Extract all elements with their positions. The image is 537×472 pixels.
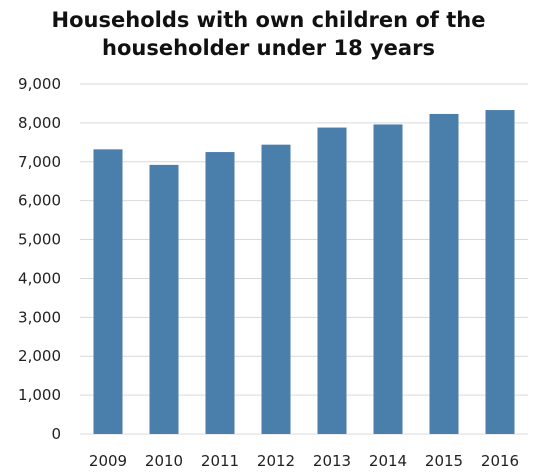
bars <box>93 110 515 435</box>
y-tick-label: 2,000 <box>18 347 61 365</box>
x-tick-label: 2012 <box>257 452 295 470</box>
gridlines <box>80 83 528 435</box>
chart-title-line-2: householder under 18 years <box>102 36 435 60</box>
bar-2014 <box>373 124 403 434</box>
chart-title: Households with own children of the hous… <box>0 6 537 62</box>
bar-2015 <box>429 113 459 434</box>
y-tick-label: 8,000 <box>18 114 61 132</box>
bar-2011 <box>205 152 235 435</box>
y-tick-label: 7,000 <box>18 153 61 171</box>
x-tick-label: 2011 <box>201 452 239 470</box>
y-axis-tick-labels: 0 1,000 2,000 3,000 4,000 5,000 6,000 7,000 8,00… <box>18 75 61 443</box>
bar-2016 <box>485 110 515 435</box>
chart-title-line-1: Households with own children of the <box>51 8 486 32</box>
y-tick-label: 5,000 <box>18 231 61 249</box>
x-axis-tick-labels: 2009 2010 2011 2012 2013 2014 2015 2016 <box>89 452 519 470</box>
x-tick-label: 2015 <box>425 452 463 470</box>
y-tick-label: 4,000 <box>18 269 61 287</box>
x-tick-label: 2010 <box>145 452 183 470</box>
y-tick-label: 1,000 <box>18 386 61 404</box>
x-tick-label: 2016 <box>481 452 519 470</box>
bar-2013 <box>317 127 347 435</box>
y-tick-label: 3,000 <box>18 308 61 326</box>
x-tick-label: 2013 <box>313 452 351 470</box>
x-tick-label: 2009 <box>89 452 127 470</box>
y-tick-label: 6,000 <box>18 192 61 210</box>
y-tick-label: 0 <box>51 425 61 443</box>
bar-2009 <box>93 149 123 435</box>
bar-2012 <box>261 144 291 434</box>
x-tick-label: 2014 <box>369 452 407 470</box>
bar-2010 <box>149 164 179 434</box>
y-tick-label: 9,000 <box>18 75 61 93</box>
